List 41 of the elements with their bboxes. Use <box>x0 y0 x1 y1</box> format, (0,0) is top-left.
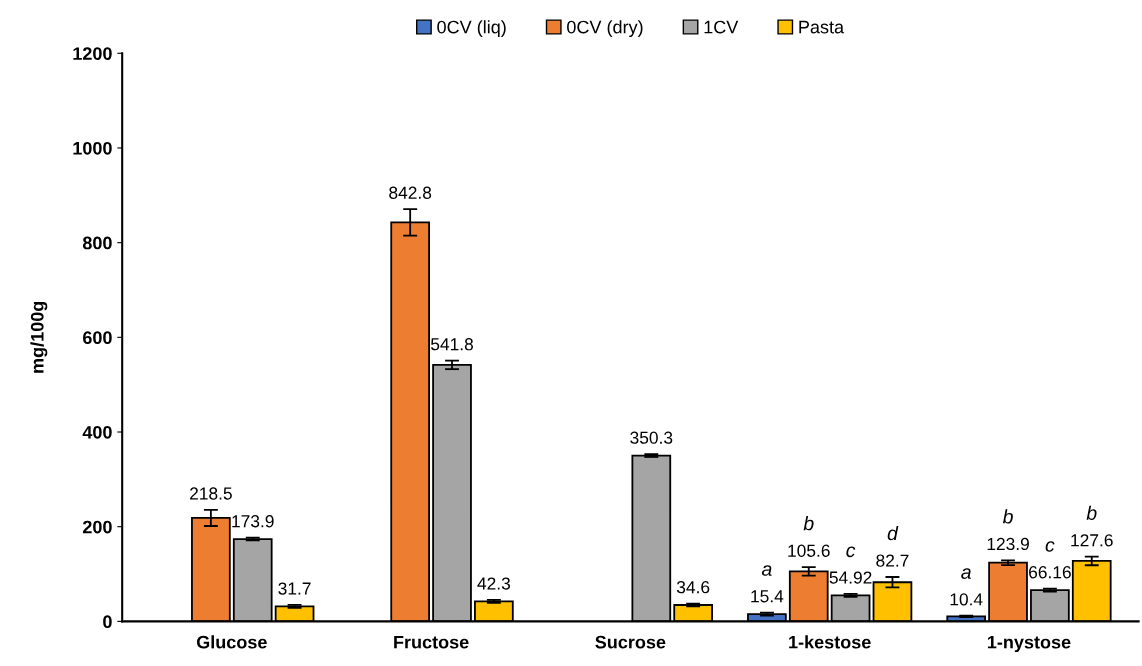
y-axis-title: mg/100g <box>30 301 48 373</box>
data-label: 541.8 <box>430 338 473 351</box>
data-label: 31.7 <box>278 582 311 595</box>
data-label: 54.92 <box>829 571 872 584</box>
data-label: 105.6 <box>788 544 830 557</box>
legend-label: 1CV <box>704 20 739 34</box>
annotation: b <box>803 516 814 531</box>
annotation: d <box>887 525 899 541</box>
y-tick-label: 0 <box>103 615 112 629</box>
y-tick-label: 1200 <box>73 47 112 60</box>
legend-label: 0CV (liq) <box>437 20 506 38</box>
data-label: 82.7 <box>876 554 909 567</box>
x-tick-label: Fructose <box>394 635 469 649</box>
annotation: b <box>1086 505 1097 520</box>
y-tick-label: 200 <box>82 520 112 534</box>
data-label: 66.16 <box>1029 566 1071 579</box>
data-label: 34.6 <box>676 581 710 594</box>
x-tick-label: 1-kestose <box>789 635 871 649</box>
x-tick-label: 1-nystose <box>987 635 1071 653</box>
annotation: c <box>846 546 856 558</box>
data-label: 10.4 <box>950 593 983 606</box>
y-tick-label: 1000 <box>73 141 112 155</box>
x-tick-label: Sucrose <box>595 635 666 649</box>
y-tick-label: 400 <box>82 425 112 439</box>
data-label: 42.3 <box>477 577 510 590</box>
y-tick-label: 600 <box>83 331 112 345</box>
data-label: 350.3 <box>630 431 673 444</box>
x-tick-label: Glucose <box>196 635 267 649</box>
data-label: 123.9 <box>987 537 1029 551</box>
data-label: 218.5 <box>190 487 232 500</box>
annotation: a <box>761 565 772 576</box>
annotation: b <box>1002 509 1013 524</box>
annotation: c <box>1045 541 1055 552</box>
annotation: a <box>961 568 971 579</box>
data-label: 842.8 <box>389 186 432 199</box>
legend-label: 0CV (dry) <box>567 20 643 38</box>
data-label: 15.4 <box>751 590 784 603</box>
data-label: 127.6 <box>1071 534 1113 547</box>
y-tick-label: 800 <box>82 236 112 250</box>
legend-label: Pasta <box>799 20 845 34</box>
data-label: 173.9 <box>232 515 274 528</box>
